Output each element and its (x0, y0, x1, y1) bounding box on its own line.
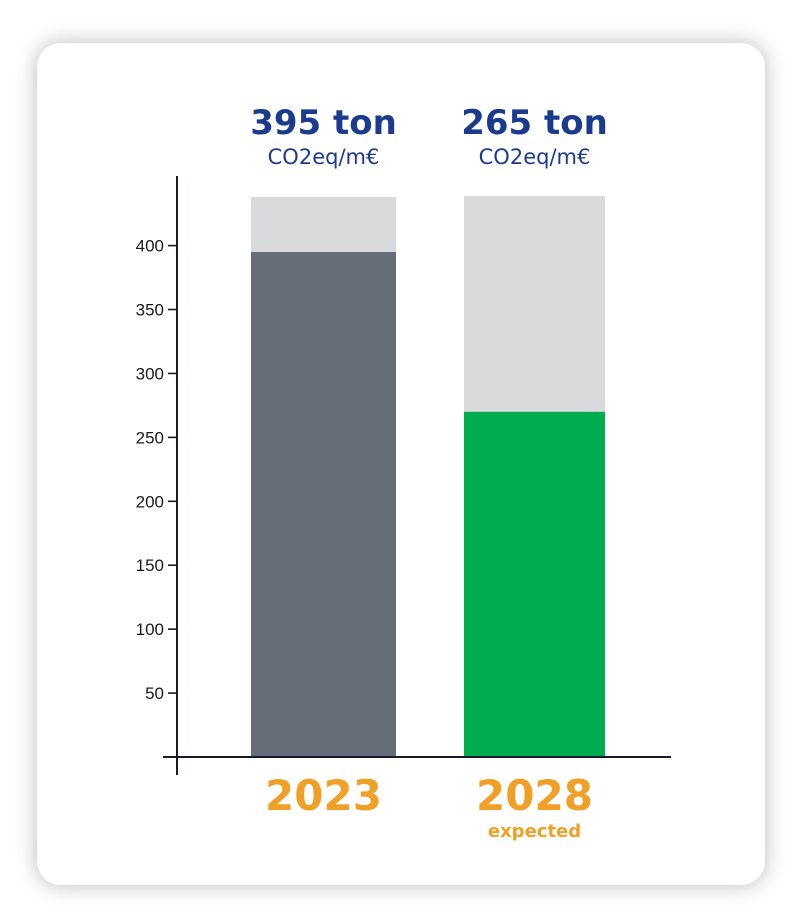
bars (251, 251, 605, 757)
value-label-2028: 265 ton (461, 103, 608, 143)
y-ticks: 50 100 150 200 250 300 350 400 (136, 237, 177, 703)
unit-label-2023: CO2eq/m€ (268, 145, 380, 169)
y-tick-label-200: 200 (136, 492, 164, 511)
category-label-2023: 2023 (265, 771, 382, 820)
y-tick-label-250: 250 (136, 428, 164, 447)
y-tick-label-150: 150 (136, 556, 164, 575)
chart-card (37, 43, 765, 885)
y-tick-label-300: 300 (136, 364, 164, 383)
category-sublabel-2028: expected (488, 821, 581, 842)
bar-2028 (464, 411, 605, 757)
category-label-2028: 2028 (476, 771, 593, 820)
y-tick-label-50: 50 (145, 684, 164, 703)
y-tick-label-400: 400 (136, 237, 164, 256)
value-label-2023: 395 ton (250, 103, 397, 143)
axes (163, 176, 671, 775)
unit-label-2028: CO2eq/m€ (479, 145, 591, 169)
y-tick-label-100: 100 (136, 620, 164, 639)
bar-2023 (251, 251, 396, 757)
y-tick-label-350: 350 (136, 301, 164, 320)
